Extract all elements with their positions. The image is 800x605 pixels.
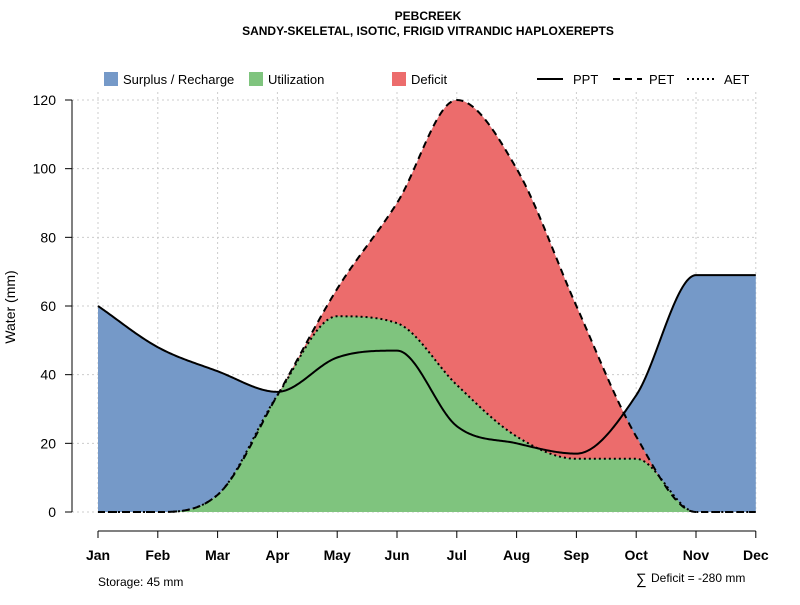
y-tick-label: 0 [48, 504, 56, 520]
legend-label-utilization: Utilization [268, 72, 324, 87]
x-tick-label: Aug [503, 547, 530, 563]
plot-area: 0 20 40 60 80 100 120 Jan Feb Mar Apr May Jun Jul Aug S… [33, 92, 769, 563]
y-axis-label: Water (mm) [2, 270, 18, 343]
deficit-sum-icon: ∑ [636, 571, 647, 588]
y-tick-label: 100 [33, 161, 57, 177]
x-tick-label: Nov [683, 547, 710, 563]
deficit-area [98, 100, 756, 512]
legend-swatch-deficit [392, 72, 406, 86]
legend-label-pet: PET [649, 72, 674, 87]
legend-label-aet: AET [724, 72, 749, 87]
y-tick-label: 60 [40, 298, 56, 314]
deficit-note: Deficit = -280 mm [651, 571, 745, 585]
x-tick-label: Jun [385, 547, 410, 563]
x-tick-label: Oct [625, 547, 649, 563]
legend-swatch-surplus [104, 72, 118, 86]
utilization-area [98, 316, 756, 512]
chart-subtitle: SANDY-SKELETAL, ISOTIC, FRIGID VITRANDIC… [242, 24, 614, 38]
legend: Surplus / Recharge Utilization Deficit P… [104, 72, 749, 87]
ppt-line [97, 274, 756, 455]
y-tick-label: 20 [40, 435, 56, 451]
legend-label-deficit: Deficit [411, 72, 448, 87]
x-tick-label: Feb [145, 547, 170, 563]
x-tick-label: Mar [205, 547, 230, 563]
legend-label-surplus: Surplus / Recharge [123, 72, 234, 87]
pet-line [98, 98, 756, 513]
x-tick-label: Jan [86, 547, 110, 563]
y-tick-label: 120 [33, 92, 57, 108]
y-tick-label: 40 [40, 367, 56, 383]
y-tick-label: 80 [40, 229, 56, 245]
x-tick-label: Apr [265, 547, 290, 563]
legend-swatch-utilization [249, 72, 263, 86]
x-tick-label: Sep [564, 547, 590, 563]
storage-note: Storage: 45 mm [98, 575, 183, 589]
x-tick-label: Dec [743, 547, 769, 563]
x-tick-label: Jul [447, 547, 467, 563]
chart-title: PEBCREEK [395, 9, 462, 23]
legend-label-ppt: PPT [573, 72, 598, 87]
x-tick-label: May [324, 547, 351, 563]
